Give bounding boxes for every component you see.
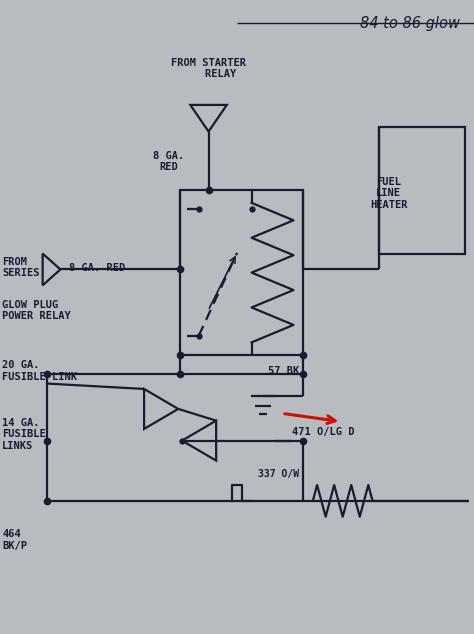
- Text: FUEL
LINE
HEATER: FUEL LINE HEATER: [370, 177, 408, 210]
- Text: 8 GA.
RED: 8 GA. RED: [153, 151, 184, 172]
- Text: 14 GA.
FUSIBLE
LINKS: 14 GA. FUSIBLE LINKS: [2, 418, 46, 451]
- Text: 57 BK: 57 BK: [268, 366, 299, 376]
- Text: 471 O/LG D: 471 O/LG D: [292, 427, 354, 437]
- Text: 464
BK/P: 464 BK/P: [2, 529, 27, 551]
- Bar: [379, 127, 465, 254]
- Text: 337 O/W: 337 O/W: [258, 469, 300, 479]
- Text: 20 GA.
FUSIBLE LINK: 20 GA. FUSIBLE LINK: [2, 360, 77, 382]
- Text: 8 GA. RED: 8 GA. RED: [69, 262, 125, 273]
- Text: GLOW PLUG
POWER RELAY: GLOW PLUG POWER RELAY: [2, 300, 71, 321]
- Text: FROM
SERIES: FROM SERIES: [2, 257, 40, 278]
- Bar: [180, 190, 303, 355]
- Text: FROM STARTER
    RELAY: FROM STARTER RELAY: [171, 58, 246, 79]
- Text: 84 to 86 glow: 84 to 86 glow: [360, 16, 460, 31]
